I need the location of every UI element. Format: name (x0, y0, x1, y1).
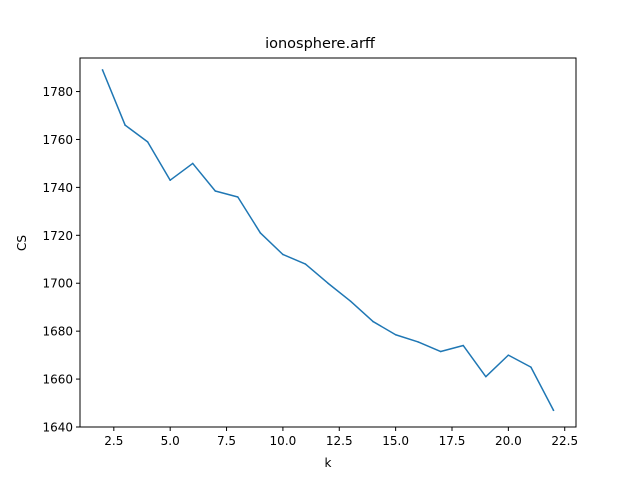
data-point (552, 409, 555, 411)
data-point (439, 350, 442, 353)
plot-frame (79, 57, 577, 428)
y-tick-label: 1740 (42, 181, 73, 195)
y-tick-label: 1700 (42, 277, 73, 291)
data-point (485, 375, 487, 378)
x-tick-label: 22.5 (551, 434, 578, 448)
data-point (327, 282, 329, 284)
x-tick-label: 15.0 (382, 434, 409, 448)
x-tick-label: 20.0 (495, 434, 522, 448)
chart-title: ionosphere.arff (265, 36, 376, 52)
data-point (214, 190, 217, 192)
data-point (304, 263, 307, 265)
x-tick-label: 2.5 (104, 434, 123, 448)
data-point (349, 300, 352, 302)
data-point (462, 344, 465, 347)
y-tick-label: 1760 (42, 133, 73, 147)
data-point (372, 320, 374, 323)
y-tick-label: 1720 (42, 229, 73, 243)
y-tick-label: 1660 (42, 373, 73, 387)
data-point (124, 124, 126, 126)
x-axis-label: k (325, 456, 332, 470)
data-point (169, 179, 171, 181)
data-point (146, 141, 149, 143)
data-point (394, 334, 397, 336)
x-tick-label: 5.0 (161, 434, 180, 448)
data-point (530, 366, 532, 368)
x-tick-label: 10.0 (270, 434, 297, 448)
data-point (417, 341, 419, 343)
data-point (282, 253, 284, 256)
data-point (507, 354, 510, 356)
y-tick-label: 1780 (42, 85, 73, 99)
data-point (191, 162, 194, 165)
y-tick-label: 1640 (42, 421, 73, 435)
x-tick-label: 17.5 (439, 434, 466, 448)
data-point (101, 69, 104, 71)
x-tick-label: 12.5 (326, 434, 353, 448)
x-tick-label: 7.5 (217, 434, 236, 448)
data-point (237, 196, 239, 198)
y-axis-label: CS (15, 235, 29, 251)
data-point (259, 232, 262, 234)
y-tick-label: 1680 (42, 325, 73, 339)
